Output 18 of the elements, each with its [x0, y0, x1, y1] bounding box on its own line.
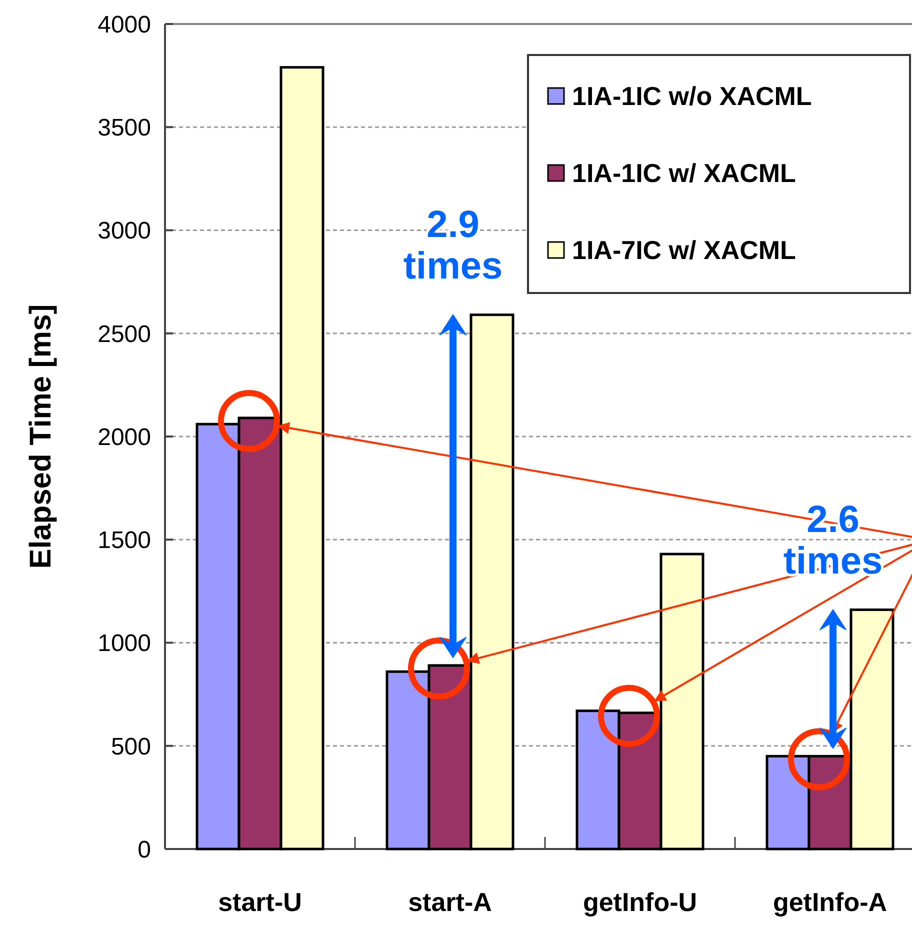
x-tick-label: getInfo-A — [772, 887, 888, 917]
legend-label: 1IA-1IC w/ XACML — [572, 158, 796, 188]
x-tick-label: start-U — [218, 887, 302, 917]
y-tick-label: 500 — [110, 733, 151, 760]
legend-label: 1IA-7IC w/ XACML — [572, 235, 796, 266]
legend-label: 1IA-1IC w/o XACML — [572, 81, 812, 112]
x-tick-label: start-A — [408, 887, 492, 917]
y-tick-label: 4000 — [98, 11, 151, 38]
y-tick-label: 2500 — [98, 320, 151, 348]
y-tick-label: 1500 — [98, 527, 151, 554]
y-tick-label: 1000 — [98, 630, 151, 658]
x-tick-label: getInfo-U — [582, 887, 698, 917]
y-tick-label: 2000 — [98, 424, 151, 451]
y-axis-title: Elapsed Time [ms] — [24, 304, 58, 569]
y-tick-label: 3000 — [98, 218, 151, 245]
y-tick-label: 3500 — [98, 114, 151, 142]
y-tick-label: 0 — [138, 836, 151, 864]
annotation: 2.9 times — [403, 204, 503, 288]
